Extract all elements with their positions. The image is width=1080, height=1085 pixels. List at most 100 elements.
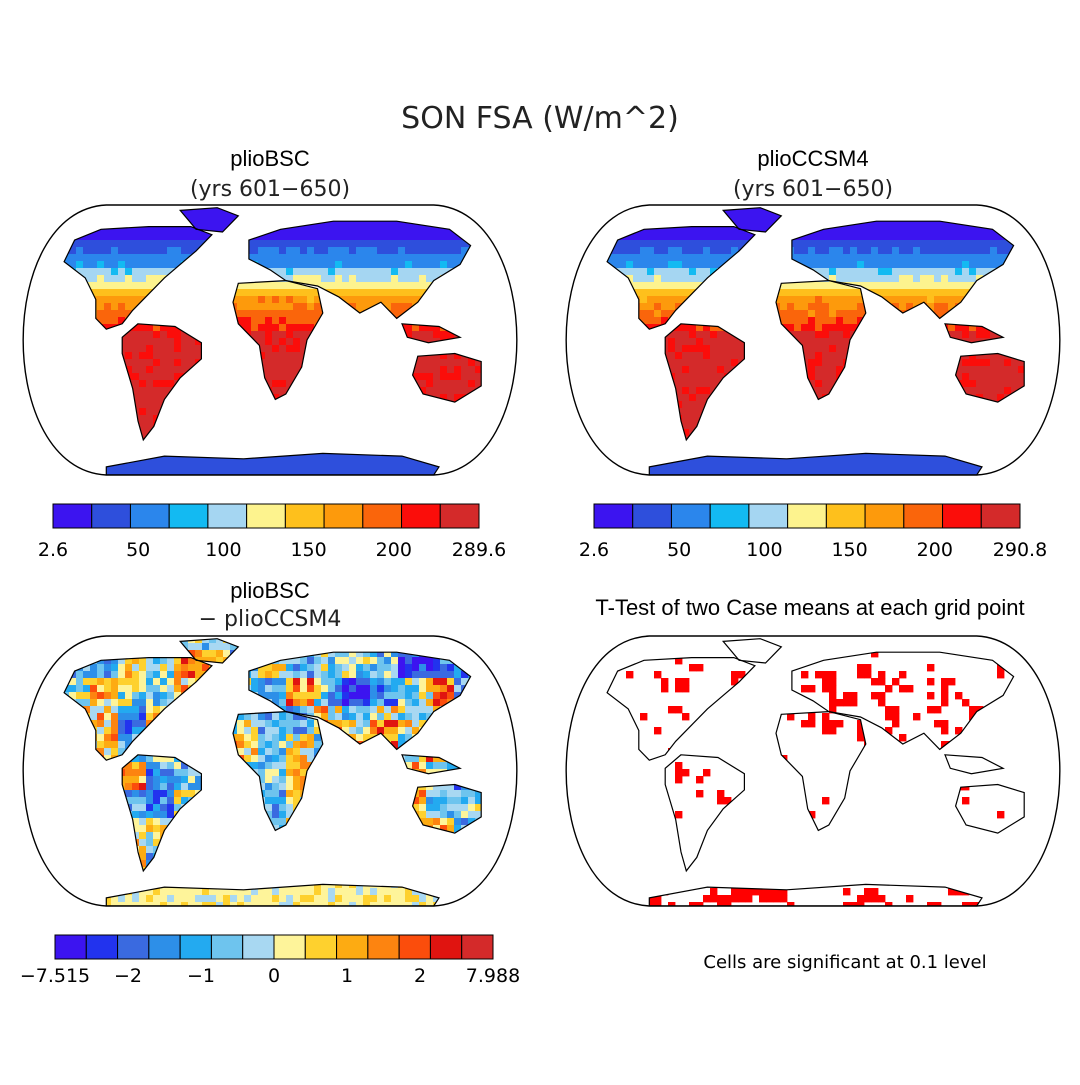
coastline-eurasia: [248, 220, 472, 320]
colorbar-label: 2.6: [579, 539, 609, 561]
colorbar-difference: −7.515 −2 −1 0 1 2 7.988: [20, 934, 520, 987]
colorbar-swatch: [148, 934, 181, 960]
land-field: [607, 207, 1025, 475]
colorbar-swatch: [864, 503, 905, 529]
coastline-greenland: [178, 207, 240, 233]
coastline-eurasia: [791, 220, 1015, 320]
colorbar-label: 100: [205, 539, 241, 561]
colorbar-swatch: [593, 503, 634, 529]
coastline-greenland: [721, 638, 783, 664]
coastline-greenland: [178, 638, 240, 664]
map-pliobsc: [22, 204, 518, 476]
panel-subtitle-plioccsm4: (yrs 601−650): [733, 177, 893, 202]
colorbar-label: 1: [341, 965, 353, 987]
map-difference: [22, 635, 518, 907]
panel-title-pliobsc: plioBSC: [230, 146, 310, 171]
map-outline: [22, 635, 518, 907]
coastline-north-america: [606, 226, 756, 330]
coastline-maritime-asia: [401, 323, 462, 344]
colorbar-swatch: [85, 934, 119, 960]
colorbar-label: 289.6: [452, 539, 506, 561]
colorbar-swatch: [429, 934, 463, 960]
coastline-north-america: [63, 226, 213, 330]
coastline-australia: [411, 783, 482, 834]
colorbar-swatch: [632, 503, 672, 529]
panel-title-ttest: T-Test of two Case means at each grid po…: [595, 595, 1024, 620]
panel-subtitle-difference: − plioCCSM4: [199, 607, 342, 632]
colorbar-swatch: [168, 503, 209, 529]
colorbar-swatch: [748, 503, 789, 529]
colorbar-swatch: [367, 934, 400, 960]
coastline-maritime-asia: [401, 754, 462, 775]
colorbar-label: 2.6: [38, 539, 68, 561]
coastline-africa: [775, 710, 867, 832]
significance-footnote: Cells are significant at 0.1 level: [703, 952, 986, 973]
coastline-australia: [954, 352, 1025, 403]
colorbar-label: −1: [187, 965, 215, 987]
colorbar-label: −7.515: [20, 965, 90, 987]
colorbar-swatch: [91, 503, 131, 529]
colorbar-swatch: [362, 503, 403, 529]
colorbar-swatch: [52, 503, 93, 529]
colorbar-swatch: [207, 503, 248, 529]
coastline-maritime-asia: [944, 754, 1005, 775]
colorbar-swatch: [284, 503, 325, 529]
colorbar-swatch: [825, 503, 866, 529]
colorbar-label: 50: [667, 539, 691, 561]
colorbar-swatch: [787, 503, 827, 529]
land-field: [64, 638, 482, 906]
colorbar-swatch: [210, 934, 244, 960]
colorbar-swatch: [54, 934, 87, 960]
colorbar-swatch: [439, 503, 480, 529]
coastline-africa: [775, 279, 867, 401]
coastline-australia: [411, 352, 482, 403]
map-outline: [565, 635, 1061, 907]
colorbar-label: 150: [831, 539, 867, 561]
colorbar-swatch: [242, 934, 275, 960]
panel-title-plioccsm4: plioCCSM4: [757, 146, 868, 171]
colorbar-swatch: [980, 503, 1021, 529]
map-ttest: [565, 635, 1061, 907]
colorbar-label: 200: [917, 539, 953, 561]
colorbar-swatch: [942, 503, 982, 529]
colorbar-label: 150: [290, 539, 326, 561]
colorbar-swatch: [129, 503, 170, 529]
colorbar-swatch: [323, 503, 364, 529]
colorbar-label: 0: [268, 965, 280, 987]
colorbar-swatch: [246, 503, 286, 529]
figure-title: SON FSA (W/m^2): [401, 101, 679, 136]
coastline-africa: [232, 710, 324, 832]
colorbar-label: 2: [414, 965, 426, 987]
coastline-north-america: [63, 657, 213, 761]
coastline-north-america: [606, 657, 756, 761]
colorbar-swatch: [401, 503, 441, 529]
colorbar-pliobsc: 2.6 50 100 150 200 289.6: [38, 503, 506, 561]
colorbar-swatch: [336, 934, 369, 960]
colorbar-label: −2: [114, 965, 142, 987]
colorbar-swatch: [304, 934, 338, 960]
colorbar-swatch: [398, 934, 431, 960]
coastline-south-america: [664, 754, 745, 873]
coastline-south-america: [121, 754, 202, 873]
panel-subtitle-pliobsc: (yrs 601−650): [190, 177, 350, 202]
coastline-south-america: [664, 323, 745, 442]
coastline-eurasia: [791, 651, 1015, 751]
colorbar-swatch: [670, 503, 711, 529]
coastline-eurasia: [248, 651, 472, 751]
colorbar-label: 290.8: [993, 539, 1047, 561]
coastline-antarctica: [648, 883, 983, 906]
colorbar-label: 7.988: [466, 965, 520, 987]
coastline-maritime-asia: [944, 323, 1005, 344]
coastline-antarctica: [105, 452, 440, 475]
colorbar-label: 100: [746, 539, 782, 561]
coastline-south-america: [121, 323, 202, 442]
coastline-antarctica: [648, 452, 983, 475]
colorbar-swatch: [117, 934, 150, 960]
land-field: [607, 638, 1025, 906]
map-plioccsm4: [565, 204, 1061, 476]
colorbar-swatch: [273, 934, 306, 960]
map-outline: [565, 204, 1061, 476]
coastline-australia: [954, 783, 1025, 834]
